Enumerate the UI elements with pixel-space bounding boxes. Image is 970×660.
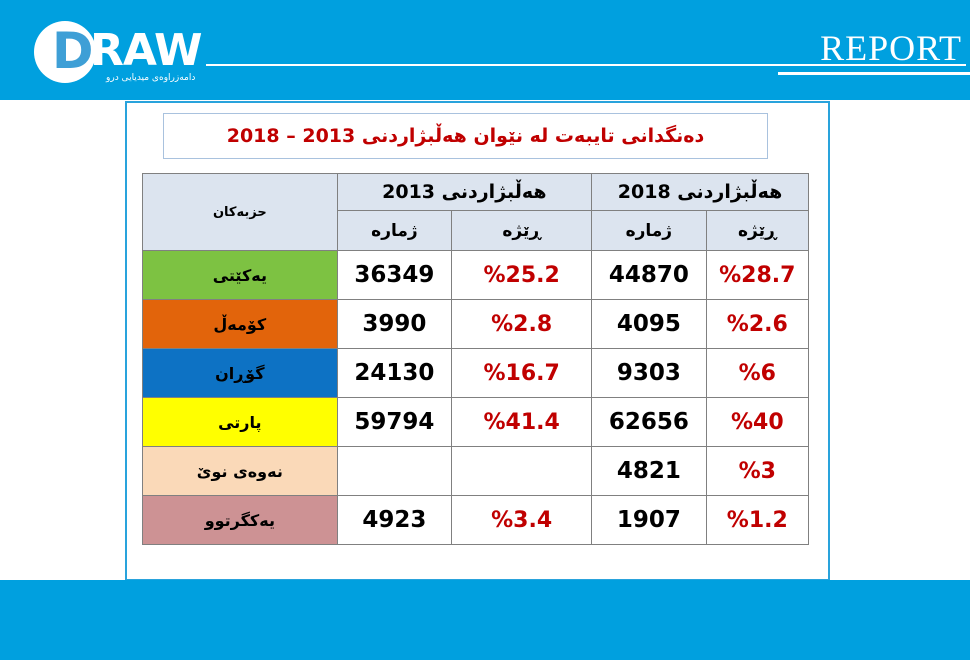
- table-title: دەنگدانی تایبەت لە نێوان هەڵبژاردنی 2013…: [226, 125, 705, 147]
- cell-number-2013: 59794: [336, 397, 453, 447]
- logo-wordmark: RAW: [90, 25, 202, 76]
- report-title: REPORT: [820, 28, 962, 68]
- cell-number-2018: 44870: [591, 250, 707, 300]
- table-row: %1.2 1907 %3.4 4923 یەکگرتوو: [142, 495, 810, 545]
- group-header-parties: حزبەکان: [142, 173, 338, 251]
- cell-number-2018: 62656: [591, 397, 707, 447]
- cell-number-2013: [336, 446, 453, 496]
- header-bar: D RAW دامەزراوەی میدیایی درو REPORT: [0, 0, 970, 100]
- cell-party-name: پارتی: [142, 397, 338, 447]
- sub-header-number-2013: ژمارە: [336, 210, 453, 251]
- table-row: %28.7 44870 %25.2 36349 یەکێتی: [142, 250, 810, 300]
- cell-rate-2013: %2.8: [451, 299, 593, 349]
- cell-party-name: گۆڕان: [142, 348, 338, 398]
- cell-rate-2013: %16.7: [451, 348, 593, 398]
- cell-rate-2013: %25.2: [451, 250, 593, 300]
- cell-party-name: یەکێتی: [142, 250, 338, 300]
- report-underline: [778, 72, 970, 75]
- table-row: %3 4821 نەوەی نوێ: [142, 446, 810, 496]
- cell-number-2013: 3990: [336, 299, 453, 349]
- cell-rate-2018: %28.7: [705, 250, 810, 300]
- cell-rate-2013: [451, 446, 593, 496]
- table-row: %2.6 4095 %2.8 3990 کۆمەڵ: [142, 299, 810, 349]
- sub-header-rate-2013: ڕێژە: [451, 210, 593, 251]
- table-title-box: دەنگدانی تایبەت لە نێوان هەڵبژاردنی 2013…: [163, 113, 768, 159]
- table-row: %40 62656 %41.4 59794 پارتی: [142, 397, 810, 447]
- cell-number-2018: 4095: [591, 299, 707, 349]
- table-group-header-row: هەڵبژاردنی 2018 هەڵبژاردنی 2013 حزبەکان: [142, 173, 809, 251]
- cell-number-2013: 24130: [336, 348, 453, 398]
- cell-number-2018: 4821: [591, 446, 707, 496]
- cell-party-name: نەوەی نوێ: [142, 446, 338, 496]
- logo-subtitle: دامەزراوەی میدیایی درو: [106, 73, 196, 83]
- table-body: %28.7 44870 %25.2 36349 یەکێتی %2.6 4095 %2.8 39…: [142, 250, 810, 545]
- cell-rate-2018: %1.2: [705, 495, 810, 545]
- cell-rate-2018: %40: [705, 397, 810, 447]
- draw-logo: D RAW دامەزراوەی میدیایی درو: [34, 19, 249, 87]
- table-sub-header-row: ڕێژە ژمارە ڕێژە ژمارە: [143, 210, 810, 251]
- logo-d-letter-icon: D: [52, 22, 94, 80]
- group-header-2013: هەڵبژاردنی 2013: [336, 173, 593, 211]
- sub-header-rate-2018: ڕێژە: [705, 210, 810, 251]
- cell-number-2013: 36349: [336, 250, 453, 300]
- cell-rate-2013: %41.4: [451, 397, 593, 447]
- cell-number-2018: 9303: [591, 348, 707, 398]
- cell-rate-2018: %3: [705, 446, 810, 496]
- cell-number-2018: 1907: [591, 495, 707, 545]
- sub-header-number-2018: ژمارە: [591, 210, 707, 251]
- cell-number-2013: 4923: [336, 495, 453, 545]
- cell-party-name: کۆمەڵ: [142, 299, 338, 349]
- cell-rate-2013: %3.4: [451, 495, 593, 545]
- header-rule: [206, 64, 966, 66]
- cell-party-name: یەکگرتوو: [142, 495, 338, 545]
- footer-bar: [0, 580, 970, 660]
- table-row: %6 9303 %16.7 24130 گۆڕان: [142, 348, 810, 398]
- logo-circle-icon: [34, 21, 96, 83]
- election-comparison-table: هەڵبژاردنی 2018 هەڵبژاردنی 2013 حزبەکان …: [142, 173, 810, 545]
- cell-rate-2018: %6: [705, 348, 810, 398]
- cell-rate-2018: %2.6: [705, 299, 810, 349]
- group-header-2018: هەڵبژاردنی 2018: [591, 173, 809, 211]
- content-card: D RAW دامەزراوەی میدیایی درو دەنگدانی تا…: [125, 101, 830, 581]
